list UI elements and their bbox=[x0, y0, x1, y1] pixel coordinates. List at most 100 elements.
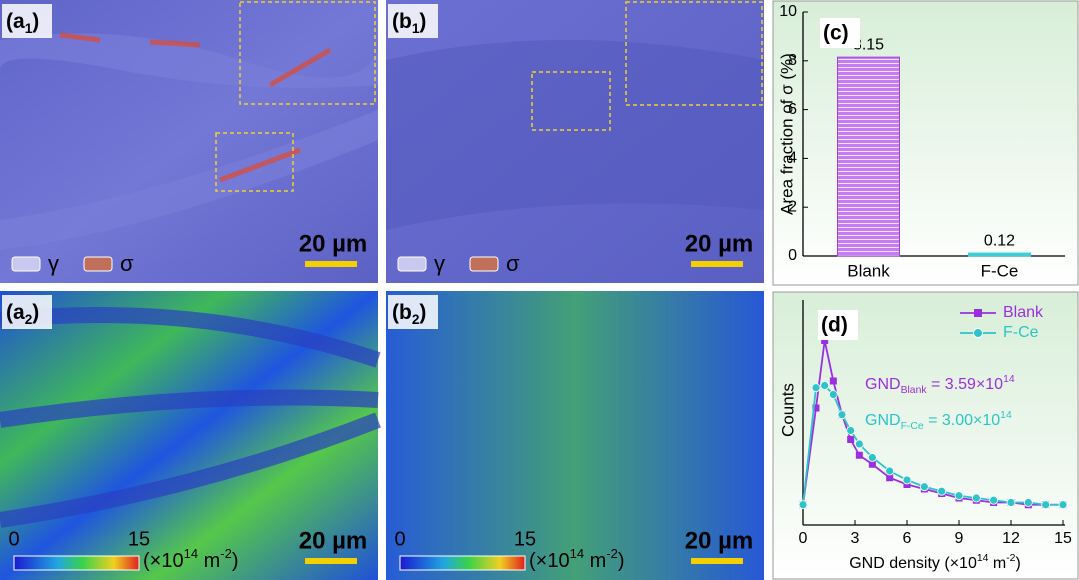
legend-swatch bbox=[83, 256, 113, 272]
marker bbox=[855, 451, 863, 459]
legend-swatch bbox=[397, 256, 427, 272]
legend-label: σ bbox=[506, 251, 520, 276]
text-part: ) bbox=[32, 301, 39, 324]
colorbar bbox=[399, 555, 526, 571]
marker bbox=[1023, 498, 1033, 507]
panel-label-bg bbox=[388, 4, 438, 38]
marker bbox=[885, 466, 895, 476]
legend-marker bbox=[974, 309, 982, 317]
text-part: 14 bbox=[570, 546, 584, 561]
text-part: m bbox=[198, 550, 220, 572]
panel-label-bg bbox=[2, 295, 52, 329]
x-tick-label: 0 bbox=[799, 530, 808, 547]
y-tick-label: 4 bbox=[788, 150, 797, 167]
marker bbox=[811, 383, 821, 393]
scale-bar bbox=[305, 261, 357, 267]
y-tick-label: 6 bbox=[788, 101, 797, 118]
text-part: (×10 bbox=[529, 550, 570, 572]
text-part: ) bbox=[419, 10, 426, 33]
marker bbox=[1058, 500, 1068, 510]
panel-label-bg bbox=[818, 310, 858, 340]
legend-label: σ bbox=[120, 251, 134, 276]
panel-label: (d) bbox=[821, 314, 848, 337]
text-part: = 3.00×10 bbox=[924, 412, 1001, 429]
marker bbox=[989, 495, 999, 505]
marker bbox=[867, 453, 877, 462]
text-part: -2 bbox=[606, 546, 618, 561]
legend-swatch bbox=[469, 256, 499, 272]
text-part: ) bbox=[618, 550, 625, 572]
marker bbox=[868, 460, 876, 468]
text-part: GND bbox=[865, 376, 901, 393]
text-part: 2 bbox=[25, 312, 33, 327]
scale-bar-label: 20 µm bbox=[299, 230, 368, 257]
marker bbox=[837, 410, 847, 420]
marker bbox=[854, 439, 864, 449]
micrograph-a2 bbox=[0, 291, 381, 580]
marker bbox=[1041, 500, 1051, 510]
text-part: F-Ce bbox=[901, 421, 924, 432]
colorbar-tick: 15 bbox=[128, 528, 150, 550]
scale-bar-label: 20 µm bbox=[685, 527, 754, 554]
marker bbox=[919, 482, 929, 492]
x-tick-label: 3 bbox=[851, 530, 860, 547]
legend-swatch bbox=[11, 256, 41, 272]
text-part: 14 bbox=[1000, 410, 1012, 421]
marker bbox=[798, 500, 808, 510]
panel-c-frame bbox=[772, 0, 1079, 286]
marker bbox=[954, 491, 964, 501]
colorbar bbox=[13, 555, 140, 571]
y-tick-label: 8 bbox=[788, 52, 797, 69]
y-tick-label: 0 bbox=[788, 247, 797, 264]
text-part: 14 bbox=[184, 546, 198, 561]
text-part: -2 bbox=[220, 546, 232, 561]
scale-bar bbox=[691, 261, 743, 267]
annotation: GNDBlank = 3.59×1014 bbox=[865, 374, 1015, 396]
text-part: (×10 bbox=[143, 550, 184, 572]
scale-bar-label: 20 µm bbox=[299, 527, 368, 554]
bar bbox=[968, 252, 1031, 257]
x-tick-label: 12 bbox=[1002, 530, 1020, 547]
micrograph-a1 bbox=[0, 0, 378, 283]
text-part: GND bbox=[865, 412, 901, 429]
x-tick-label: F-Ce bbox=[981, 261, 1019, 280]
x-tick-label: Blank bbox=[847, 261, 890, 280]
text-part: 1 bbox=[412, 21, 420, 36]
panel-label-bg bbox=[388, 295, 438, 329]
text-part: (a bbox=[6, 301, 25, 324]
scale-bar-label: 20 µm bbox=[685, 230, 754, 257]
y-tick-label: 2 bbox=[788, 198, 797, 215]
text-part: m bbox=[988, 555, 1006, 572]
marker bbox=[820, 381, 830, 390]
text-part: = 3.59×10 bbox=[927, 376, 1004, 393]
text-part: (a bbox=[6, 10, 25, 33]
text-part: ) bbox=[232, 550, 239, 572]
y-tick-label: 10 bbox=[779, 3, 797, 20]
text-part: 1 bbox=[25, 21, 33, 36]
marker bbox=[812, 404, 820, 412]
legend-label: γ bbox=[434, 251, 445, 276]
text-part: (b bbox=[392, 301, 412, 324]
legend-label: γ bbox=[48, 251, 59, 276]
colorbar-tick: 0 bbox=[394, 528, 405, 550]
x-tick-label: 15 bbox=[1054, 530, 1072, 547]
annotation: GNDF-Ce = 3.00×1014 bbox=[865, 410, 1012, 432]
text-part: 2 bbox=[412, 312, 420, 327]
bar bbox=[837, 56, 900, 257]
colorbar-unit: (×1014 m-2) bbox=[529, 546, 625, 572]
text-part: 14 bbox=[1003, 374, 1015, 385]
x-tick-label: 6 bbox=[903, 530, 912, 547]
panel-label: (a1) bbox=[6, 10, 39, 37]
value-label: 0.12 bbox=[984, 232, 1015, 249]
marker bbox=[847, 436, 855, 443]
x-tick-label: 9 bbox=[955, 530, 964, 547]
text-part: 14 bbox=[977, 553, 989, 564]
text-part: (b bbox=[392, 10, 412, 33]
scale-bar bbox=[305, 558, 357, 564]
panel-label: (a2) bbox=[6, 301, 39, 328]
legend-marker bbox=[973, 328, 983, 338]
panel-label: (c) bbox=[823, 22, 849, 45]
panel-label: (b1) bbox=[392, 10, 426, 37]
